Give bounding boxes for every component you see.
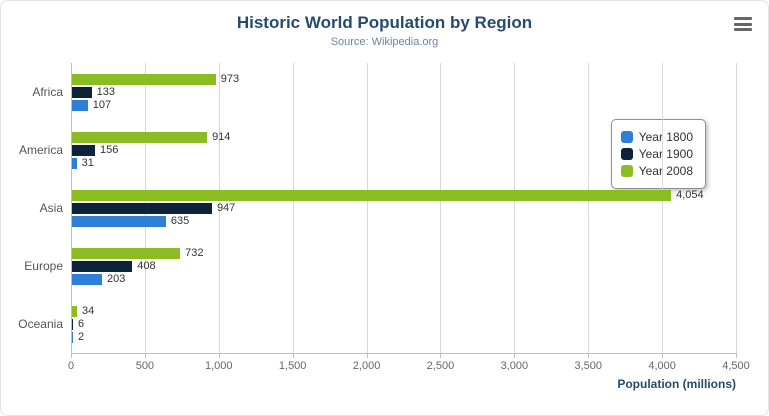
legend-swatch-icon bbox=[620, 165, 633, 177]
x-tick-label: 500 bbox=[135, 360, 155, 372]
bar[interactable] bbox=[72, 215, 166, 227]
bar[interactable] bbox=[72, 86, 92, 98]
x-axis-line bbox=[71, 353, 736, 354]
legend-item-label: Year 1900 bbox=[638, 147, 693, 161]
legend-item[interactable]: Year 2008 bbox=[620, 164, 693, 178]
x-tick-label: 3,500 bbox=[574, 360, 602, 372]
gridline bbox=[292, 63, 294, 353]
bar[interactable] bbox=[72, 189, 672, 201]
bar[interactable] bbox=[72, 247, 181, 259]
hamburger-menu-icon[interactable] bbox=[734, 17, 752, 31]
x-tick-mark bbox=[292, 353, 294, 358]
bar-value-label: 732 bbox=[185, 246, 204, 259]
x-tick-label: 0 bbox=[67, 360, 75, 372]
x-tick-mark bbox=[736, 353, 737, 358]
bar-value-label: 156 bbox=[100, 143, 119, 156]
x-tick-mark bbox=[662, 353, 664, 358]
bar[interactable] bbox=[72, 331, 73, 343]
bar[interactable] bbox=[72, 273, 102, 285]
gridline bbox=[218, 63, 220, 353]
gridline bbox=[736, 63, 737, 353]
bar-value-label: 973 bbox=[220, 72, 240, 85]
hamburger-bar bbox=[734, 22, 752, 26]
bar[interactable] bbox=[72, 305, 78, 317]
bar-value-label: 635 bbox=[170, 214, 190, 227]
legend-item-label: Year 2008 bbox=[638, 164, 693, 178]
x-tick-label: 1,000 bbox=[205, 360, 233, 372]
category-label: Oceania bbox=[18, 317, 63, 331]
x-tick-mark bbox=[440, 353, 442, 358]
chart-subtitle: Source: Wikipedia.org bbox=[330, 36, 439, 48]
legend-item-label: Year 1800 bbox=[638, 130, 693, 144]
x-tick-mark bbox=[71, 353, 72, 358]
bar-value-label: 203 bbox=[106, 272, 126, 285]
x-tick-label: 3,000 bbox=[500, 360, 529, 372]
category-label: America bbox=[18, 143, 63, 157]
x-tick-label: 4,500 bbox=[722, 360, 750, 372]
bar-value-label: 6 bbox=[78, 317, 85, 330]
gridline bbox=[514, 63, 516, 353]
bar[interactable] bbox=[72, 144, 96, 156]
bar-value-label: 4,054 bbox=[676, 188, 704, 201]
gridline bbox=[662, 63, 664, 353]
gridline bbox=[440, 63, 442, 353]
bar-value-label: 133 bbox=[96, 85, 115, 98]
x-tick-mark bbox=[514, 353, 516, 358]
legend-item[interactable]: Year 1900 bbox=[620, 147, 693, 161]
category-label: Europe bbox=[24, 259, 63, 273]
gridline bbox=[366, 63, 368, 353]
category-label: Africa bbox=[32, 85, 63, 99]
bar[interactable] bbox=[72, 202, 212, 214]
bar-value-label: 31 bbox=[81, 156, 94, 169]
y-axis-line bbox=[71, 63, 72, 353]
bar-value-label: 408 bbox=[137, 259, 156, 272]
bar[interactable] bbox=[72, 260, 133, 272]
legend: Year 1800 Year 1900 Year 2008 bbox=[610, 119, 706, 189]
x-tick-label: 1,500 bbox=[278, 360, 307, 372]
legend-item[interactable]: Year 1800 bbox=[620, 130, 693, 144]
hamburger-bar bbox=[734, 28, 752, 31]
bar-value-label: 2 bbox=[78, 330, 85, 343]
legend-swatch-icon bbox=[620, 131, 633, 143]
x-tick-mark bbox=[218, 353, 220, 358]
bar-value-label: 914 bbox=[212, 130, 231, 143]
x-axis-title: Population (millions) bbox=[617, 377, 736, 391]
bar[interactable] bbox=[72, 318, 73, 330]
bar[interactable] bbox=[72, 73, 216, 85]
bar-value-label: 34 bbox=[82, 304, 95, 317]
legend-swatch-icon bbox=[620, 148, 633, 160]
x-tick-mark bbox=[144, 353, 146, 358]
x-tick-mark bbox=[366, 353, 368, 358]
chart-title: Historic World Population by Region bbox=[236, 13, 533, 32]
bar[interactable] bbox=[72, 131, 208, 143]
category-label: Asia bbox=[39, 201, 63, 215]
bar-value-label: 947 bbox=[216, 201, 236, 214]
bar-value-label: 107 bbox=[92, 98, 112, 111]
bar[interactable] bbox=[72, 99, 88, 111]
gridline bbox=[588, 63, 590, 353]
bar[interactable] bbox=[72, 157, 77, 169]
x-tick-label: 2,500 bbox=[426, 360, 455, 372]
hamburger-bar bbox=[734, 17, 752, 20]
x-tick-mark bbox=[588, 353, 590, 358]
x-tick-label: 4,000 bbox=[648, 360, 676, 372]
x-tick-label: 2,000 bbox=[352, 360, 381, 372]
